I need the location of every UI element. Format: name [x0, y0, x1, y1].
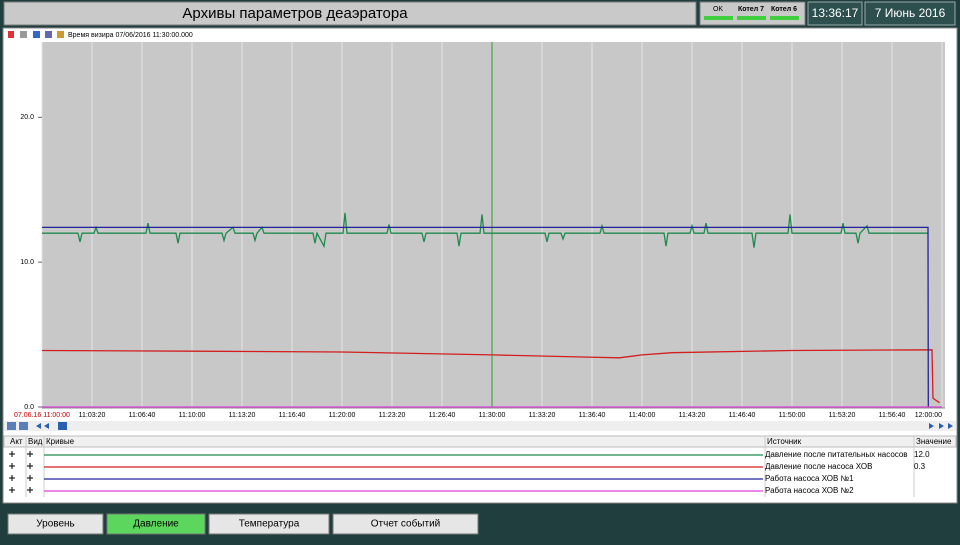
nav-button[interactable]: [948, 423, 953, 429]
x-tick-label: 12:00:00: [915, 412, 942, 419]
table-header: [3, 435, 957, 448]
x-tick-label: 11:36:40: [579, 412, 606, 419]
legend-name: Давление после насоса ХОВ: [765, 462, 872, 471]
nav-tab-label[interactable]: Отчет событий: [371, 518, 441, 530]
date-panel: [864, 1, 956, 26]
x-tick-label: 11:40:00: [629, 412, 656, 419]
cursor-text: Время визира 07/06/2016 11:30:00.000: [68, 32, 193, 39]
x-tick-label: 11:23:20: [379, 412, 406, 419]
x-tick-label: 11:10:00: [179, 412, 206, 419]
plot-area: [42, 42, 945, 408]
status-led: [704, 16, 733, 20]
x-tick-label: 11:53:20: [829, 412, 856, 419]
status-label: OK: [713, 6, 723, 13]
x-tick-label: 07.06.16 11:00:00: [14, 412, 70, 419]
nav-button[interactable]: [58, 422, 67, 430]
nav-tab[interactable]: [332, 513, 479, 535]
x-tick-label: 11:46:40: [729, 412, 756, 419]
nav-tab[interactable]: [7, 513, 104, 535]
x-tick-label: 11:16:40: [279, 412, 306, 419]
legend-name: Давление после питательных насосов: [765, 450, 908, 459]
time-panel: [807, 1, 863, 26]
x-tick-label: 11:56:40: [879, 412, 906, 419]
table-header-cell: Кривые: [46, 437, 75, 446]
time: 13:36:17: [812, 6, 859, 20]
x-tick-label: 11:50:00: [779, 412, 806, 419]
x-tick-label: 11:43:20: [679, 412, 706, 419]
tool-icon[interactable]: [20, 31, 27, 38]
x-tick-label: 11:20:00: [329, 412, 356, 419]
nav-button[interactable]: [7, 422, 16, 430]
status-label: Котел 7: [738, 6, 764, 13]
nav-button[interactable]: [36, 423, 41, 429]
nav-tab-label[interactable]: Давление: [133, 519, 179, 530]
tool-icon[interactable]: [57, 31, 64, 38]
nav-tab[interactable]: [106, 513, 206, 535]
nav-button[interactable]: [19, 422, 28, 430]
x-tick-label: 11:33:20: [529, 412, 556, 419]
nav-tab[interactable]: [208, 513, 330, 535]
scrollbar[interactable]: [4, 421, 956, 431]
title-panel: [3, 1, 697, 26]
series-line: [42, 226, 929, 408]
legend-value: 12.0: [914, 450, 930, 459]
x-tick-label: 11:26:40: [429, 412, 456, 419]
series-line: [42, 212, 928, 249]
nav-button[interactable]: [44, 423, 49, 429]
tool-icon[interactable]: [33, 31, 40, 38]
x-tick-label: 11:13:20: [229, 412, 256, 419]
nav-tab-label[interactable]: Температура: [239, 519, 300, 530]
y-tick-label: 20.0: [20, 114, 34, 121]
title: Архивы параметров деаэратора: [182, 5, 408, 22]
table-header-cell: Источник: [767, 437, 802, 446]
legend-name: Работа насоса ХОВ №2: [765, 486, 854, 495]
status-label: Котел 6: [771, 6, 797, 13]
status-led: [737, 16, 766, 20]
legend-name: Работа насоса ХОВ №1: [765, 474, 854, 483]
date: 7 Июнь 2016: [875, 6, 946, 20]
nav-button[interactable]: [939, 423, 944, 429]
tool-icon[interactable]: [8, 31, 14, 38]
legend-value: 0.3: [914, 462, 926, 471]
status-led: [770, 16, 799, 20]
y-tick-label: 10.0: [20, 259, 34, 266]
series-line: [41, 349, 940, 404]
tool-icon[interactable]: [45, 31, 52, 38]
nav-button[interactable]: [929, 423, 934, 429]
x-tick-label: 11:03:20: [79, 412, 106, 419]
x-tick-label: 11:30:00: [479, 412, 506, 419]
nav-tab-label[interactable]: Уровень: [36, 519, 75, 530]
x-tick-label: 11:06:40: [129, 412, 156, 419]
table-header-cell: Значение: [916, 437, 952, 446]
table-header-cell: Акт: [10, 437, 23, 446]
table-header-cell: Вид: [28, 437, 43, 446]
y-tick-label: 0.0: [24, 404, 34, 411]
